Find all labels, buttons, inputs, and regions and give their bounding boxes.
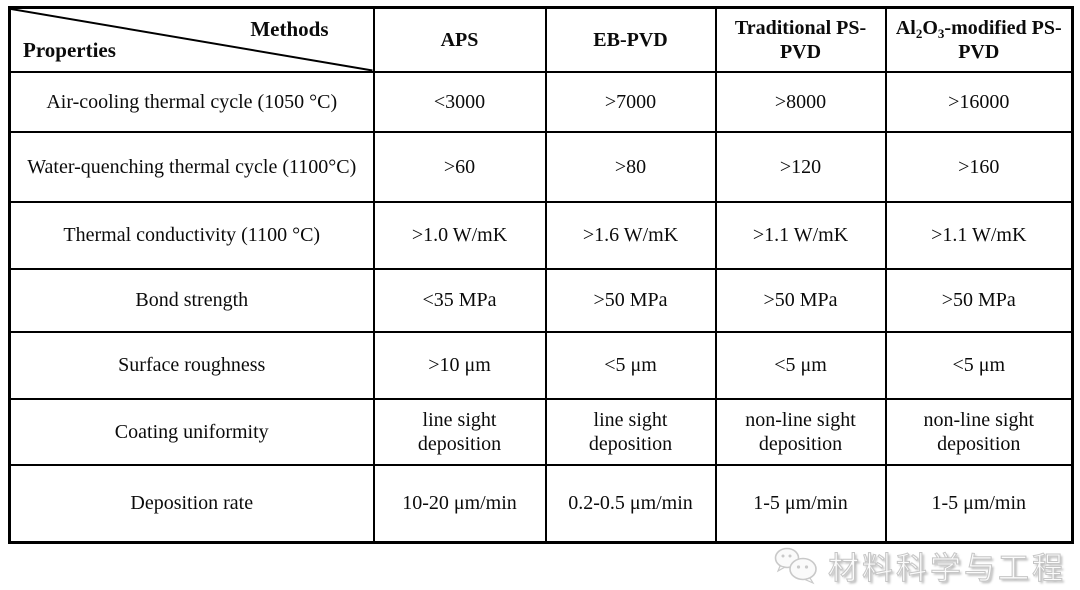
value-cell: 0.2-0.5 μm/min: [544, 463, 717, 544]
table-row: Air-cooling thermal cycle (1050 °C) <300…: [8, 70, 1074, 133]
value-cell: >16000: [884, 70, 1074, 133]
value-cell: >50 MPa: [714, 267, 887, 333]
value-cell: >50 MPa: [884, 267, 1074, 333]
value-cell: <5 μm: [884, 330, 1074, 400]
table-row: Thermal conductivity (1100 °C) >1.0 W/mK…: [8, 200, 1074, 270]
property-cell: Bond strength: [8, 267, 375, 333]
wechat-icon: [774, 547, 817, 585]
value-cell: <35 MPa: [372, 267, 547, 333]
watermark: 材料科学与工程: [774, 542, 1066, 588]
property-cell: Air-cooling thermal cycle (1050 °C): [8, 70, 375, 133]
value-cell: non-line sight deposition: [884, 397, 1074, 466]
property-cell: Deposition rate: [8, 463, 375, 544]
value-cell: <5 μm: [714, 330, 887, 400]
value-cell: >7000: [544, 70, 717, 133]
value-cell: >160: [884, 130, 1074, 203]
value-cell: >50 MPa: [544, 267, 717, 333]
chem-subscript: 3: [937, 25, 945, 41]
value-cell: >120: [714, 130, 887, 203]
chem-subscript: 2: [915, 25, 923, 41]
table-row: Bond strength <35 MPa >50 MPa >50 MPa >5…: [8, 267, 1074, 333]
corner-methods-label: Methods: [250, 17, 329, 41]
value-cell: line sight deposition: [372, 397, 547, 466]
property-cell: Thermal conductivity (1100 °C): [8, 200, 375, 270]
column-header-eb-pvd: EB-PVD: [544, 6, 717, 73]
property-cell: Water-quenching thermal cycle (1100°C): [8, 130, 375, 203]
value-cell: >10 μm: [372, 330, 547, 400]
chem-rest: -modified PS-PVD: [944, 16, 1062, 63]
watermark-text: 材料科学与工程: [828, 550, 1066, 587]
column-header-al2o3-modified-ps-pvd: Al2O3-modified PS-PVD: [884, 6, 1074, 73]
value-cell: >1.1 W/mK: [884, 200, 1074, 270]
value-cell: >60: [372, 130, 547, 203]
value-cell: <3000: [372, 70, 547, 133]
property-cell: Surface roughness: [8, 330, 375, 400]
value-cell: 1-5 μm/min: [714, 463, 887, 544]
property-cell: Coating uniformity: [8, 397, 375, 466]
header-row: Methods Properties APS EB-PVD Traditiona…: [8, 6, 1074, 73]
corner-header-cell: Methods Properties: [8, 6, 375, 73]
value-cell: >1.0 W/mK: [372, 200, 547, 270]
value-cell: non-line sight deposition: [714, 397, 887, 466]
value-cell: 10-20 μm/min: [372, 463, 547, 544]
table-row: Coating uniformity line sight deposition…: [8, 397, 1074, 466]
value-cell: >8000: [714, 70, 887, 133]
value-cell: <5 μm: [544, 330, 717, 400]
methods-properties-table: Methods Properties APS EB-PVD Traditiona…: [8, 6, 1074, 544]
table-row: Surface roughness >10 μm <5 μm <5 μm <5 …: [8, 330, 1074, 400]
value-cell: >80: [544, 130, 717, 203]
table-row: Water-quenching thermal cycle (1100°C) >…: [8, 130, 1074, 203]
diagonal-divider: [11, 9, 372, 70]
chem-element: Al: [895, 16, 916, 39]
value-cell: line sight deposition: [544, 397, 717, 466]
table-row: Deposition rate 10-20 μm/min 0.2-0.5 μm/…: [8, 463, 1074, 544]
value-cell: >1.1 W/mK: [714, 200, 887, 270]
chem-element: O: [922, 16, 938, 39]
corner-properties-label: Properties: [23, 38, 116, 63]
column-header-traditional-ps-pvd: Traditional PS-PVD: [714, 6, 887, 73]
value-cell: >1.6 W/mK: [544, 200, 717, 270]
column-header-aps: APS: [372, 6, 547, 73]
value-cell: 1-5 μm/min: [884, 463, 1074, 544]
